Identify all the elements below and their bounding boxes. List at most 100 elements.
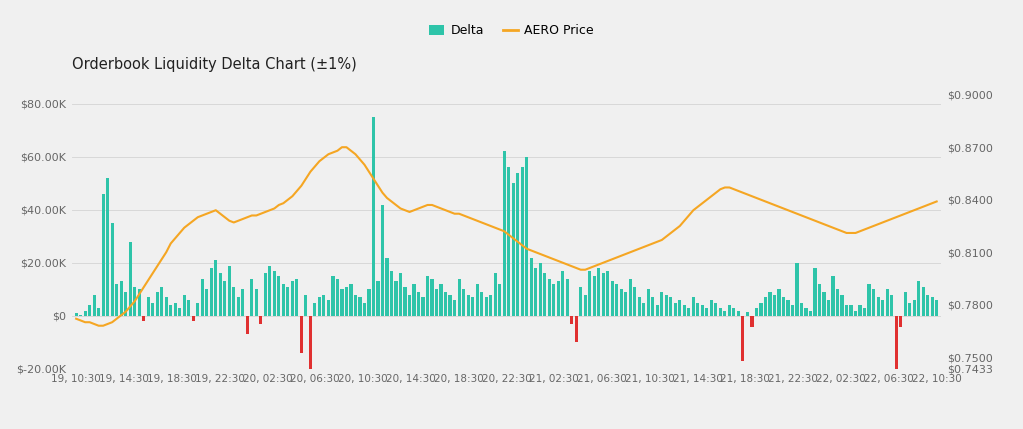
Bar: [629, 279, 632, 316]
Bar: [453, 300, 456, 316]
Bar: [223, 281, 226, 316]
Bar: [868, 284, 871, 316]
Bar: [602, 273, 605, 316]
Bar: [476, 284, 479, 316]
Bar: [291, 281, 294, 316]
Bar: [881, 300, 884, 316]
Bar: [931, 297, 934, 316]
Bar: [669, 297, 672, 316]
Bar: [507, 167, 510, 316]
Bar: [800, 302, 803, 316]
Bar: [727, 305, 731, 316]
Bar: [341, 290, 344, 316]
Bar: [547, 279, 550, 316]
Bar: [674, 302, 677, 316]
Bar: [584, 295, 587, 316]
Bar: [79, 314, 82, 316]
Bar: [146, 297, 149, 316]
Bar: [390, 271, 393, 316]
Bar: [214, 260, 217, 316]
Bar: [570, 316, 573, 324]
Bar: [448, 295, 451, 316]
Bar: [899, 316, 902, 326]
Bar: [813, 268, 816, 316]
Bar: [259, 316, 263, 324]
Bar: [787, 300, 790, 316]
Bar: [791, 305, 794, 316]
Bar: [386, 257, 389, 316]
Bar: [822, 292, 826, 316]
Bar: [206, 290, 209, 316]
Bar: [246, 316, 249, 335]
Bar: [854, 311, 857, 316]
Bar: [592, 276, 595, 316]
Bar: [746, 312, 749, 316]
Bar: [304, 295, 308, 316]
Bar: [502, 151, 505, 316]
Bar: [84, 311, 87, 316]
Bar: [922, 287, 925, 316]
Bar: [588, 271, 591, 316]
Bar: [845, 305, 848, 316]
Bar: [489, 295, 492, 316]
Bar: [219, 273, 222, 316]
Bar: [575, 316, 578, 342]
Bar: [268, 266, 271, 316]
Bar: [187, 300, 190, 316]
Bar: [562, 271, 565, 316]
Bar: [534, 268, 537, 316]
Bar: [201, 279, 204, 316]
Bar: [566, 279, 569, 316]
Bar: [764, 297, 767, 316]
Bar: [376, 281, 380, 316]
Bar: [444, 292, 447, 316]
Bar: [169, 305, 172, 316]
Bar: [804, 308, 807, 316]
Bar: [926, 295, 929, 316]
Bar: [557, 281, 560, 316]
Bar: [286, 287, 290, 316]
Bar: [935, 300, 938, 316]
Bar: [165, 297, 168, 316]
Bar: [241, 290, 244, 316]
Bar: [710, 300, 713, 316]
Bar: [142, 316, 145, 321]
Bar: [431, 279, 434, 316]
Bar: [236, 297, 239, 316]
Bar: [363, 302, 366, 316]
Bar: [642, 302, 646, 316]
Bar: [512, 183, 515, 316]
Bar: [633, 287, 636, 316]
Text: Orderbook Liquidity Delta Chart (±1%): Orderbook Liquidity Delta Chart (±1%): [72, 57, 356, 72]
Bar: [161, 287, 164, 316]
Bar: [120, 281, 123, 316]
Bar: [129, 242, 132, 316]
Bar: [228, 266, 231, 316]
Bar: [737, 311, 740, 316]
Bar: [336, 279, 339, 316]
Bar: [836, 290, 839, 316]
Bar: [435, 290, 438, 316]
Bar: [210, 268, 213, 316]
Bar: [796, 263, 799, 316]
Bar: [251, 279, 254, 316]
Bar: [611, 281, 614, 316]
Bar: [466, 295, 470, 316]
Bar: [777, 290, 781, 316]
Bar: [552, 284, 555, 316]
Bar: [620, 290, 623, 316]
Bar: [647, 290, 650, 316]
Bar: [818, 284, 821, 316]
Bar: [313, 302, 316, 316]
Bar: [273, 271, 276, 316]
Bar: [719, 308, 722, 316]
Bar: [732, 308, 736, 316]
Bar: [660, 292, 663, 316]
Bar: [543, 273, 546, 316]
Bar: [656, 305, 659, 316]
Bar: [116, 284, 119, 316]
Bar: [417, 292, 420, 316]
Bar: [133, 287, 136, 316]
Bar: [255, 290, 258, 316]
Bar: [521, 167, 524, 316]
